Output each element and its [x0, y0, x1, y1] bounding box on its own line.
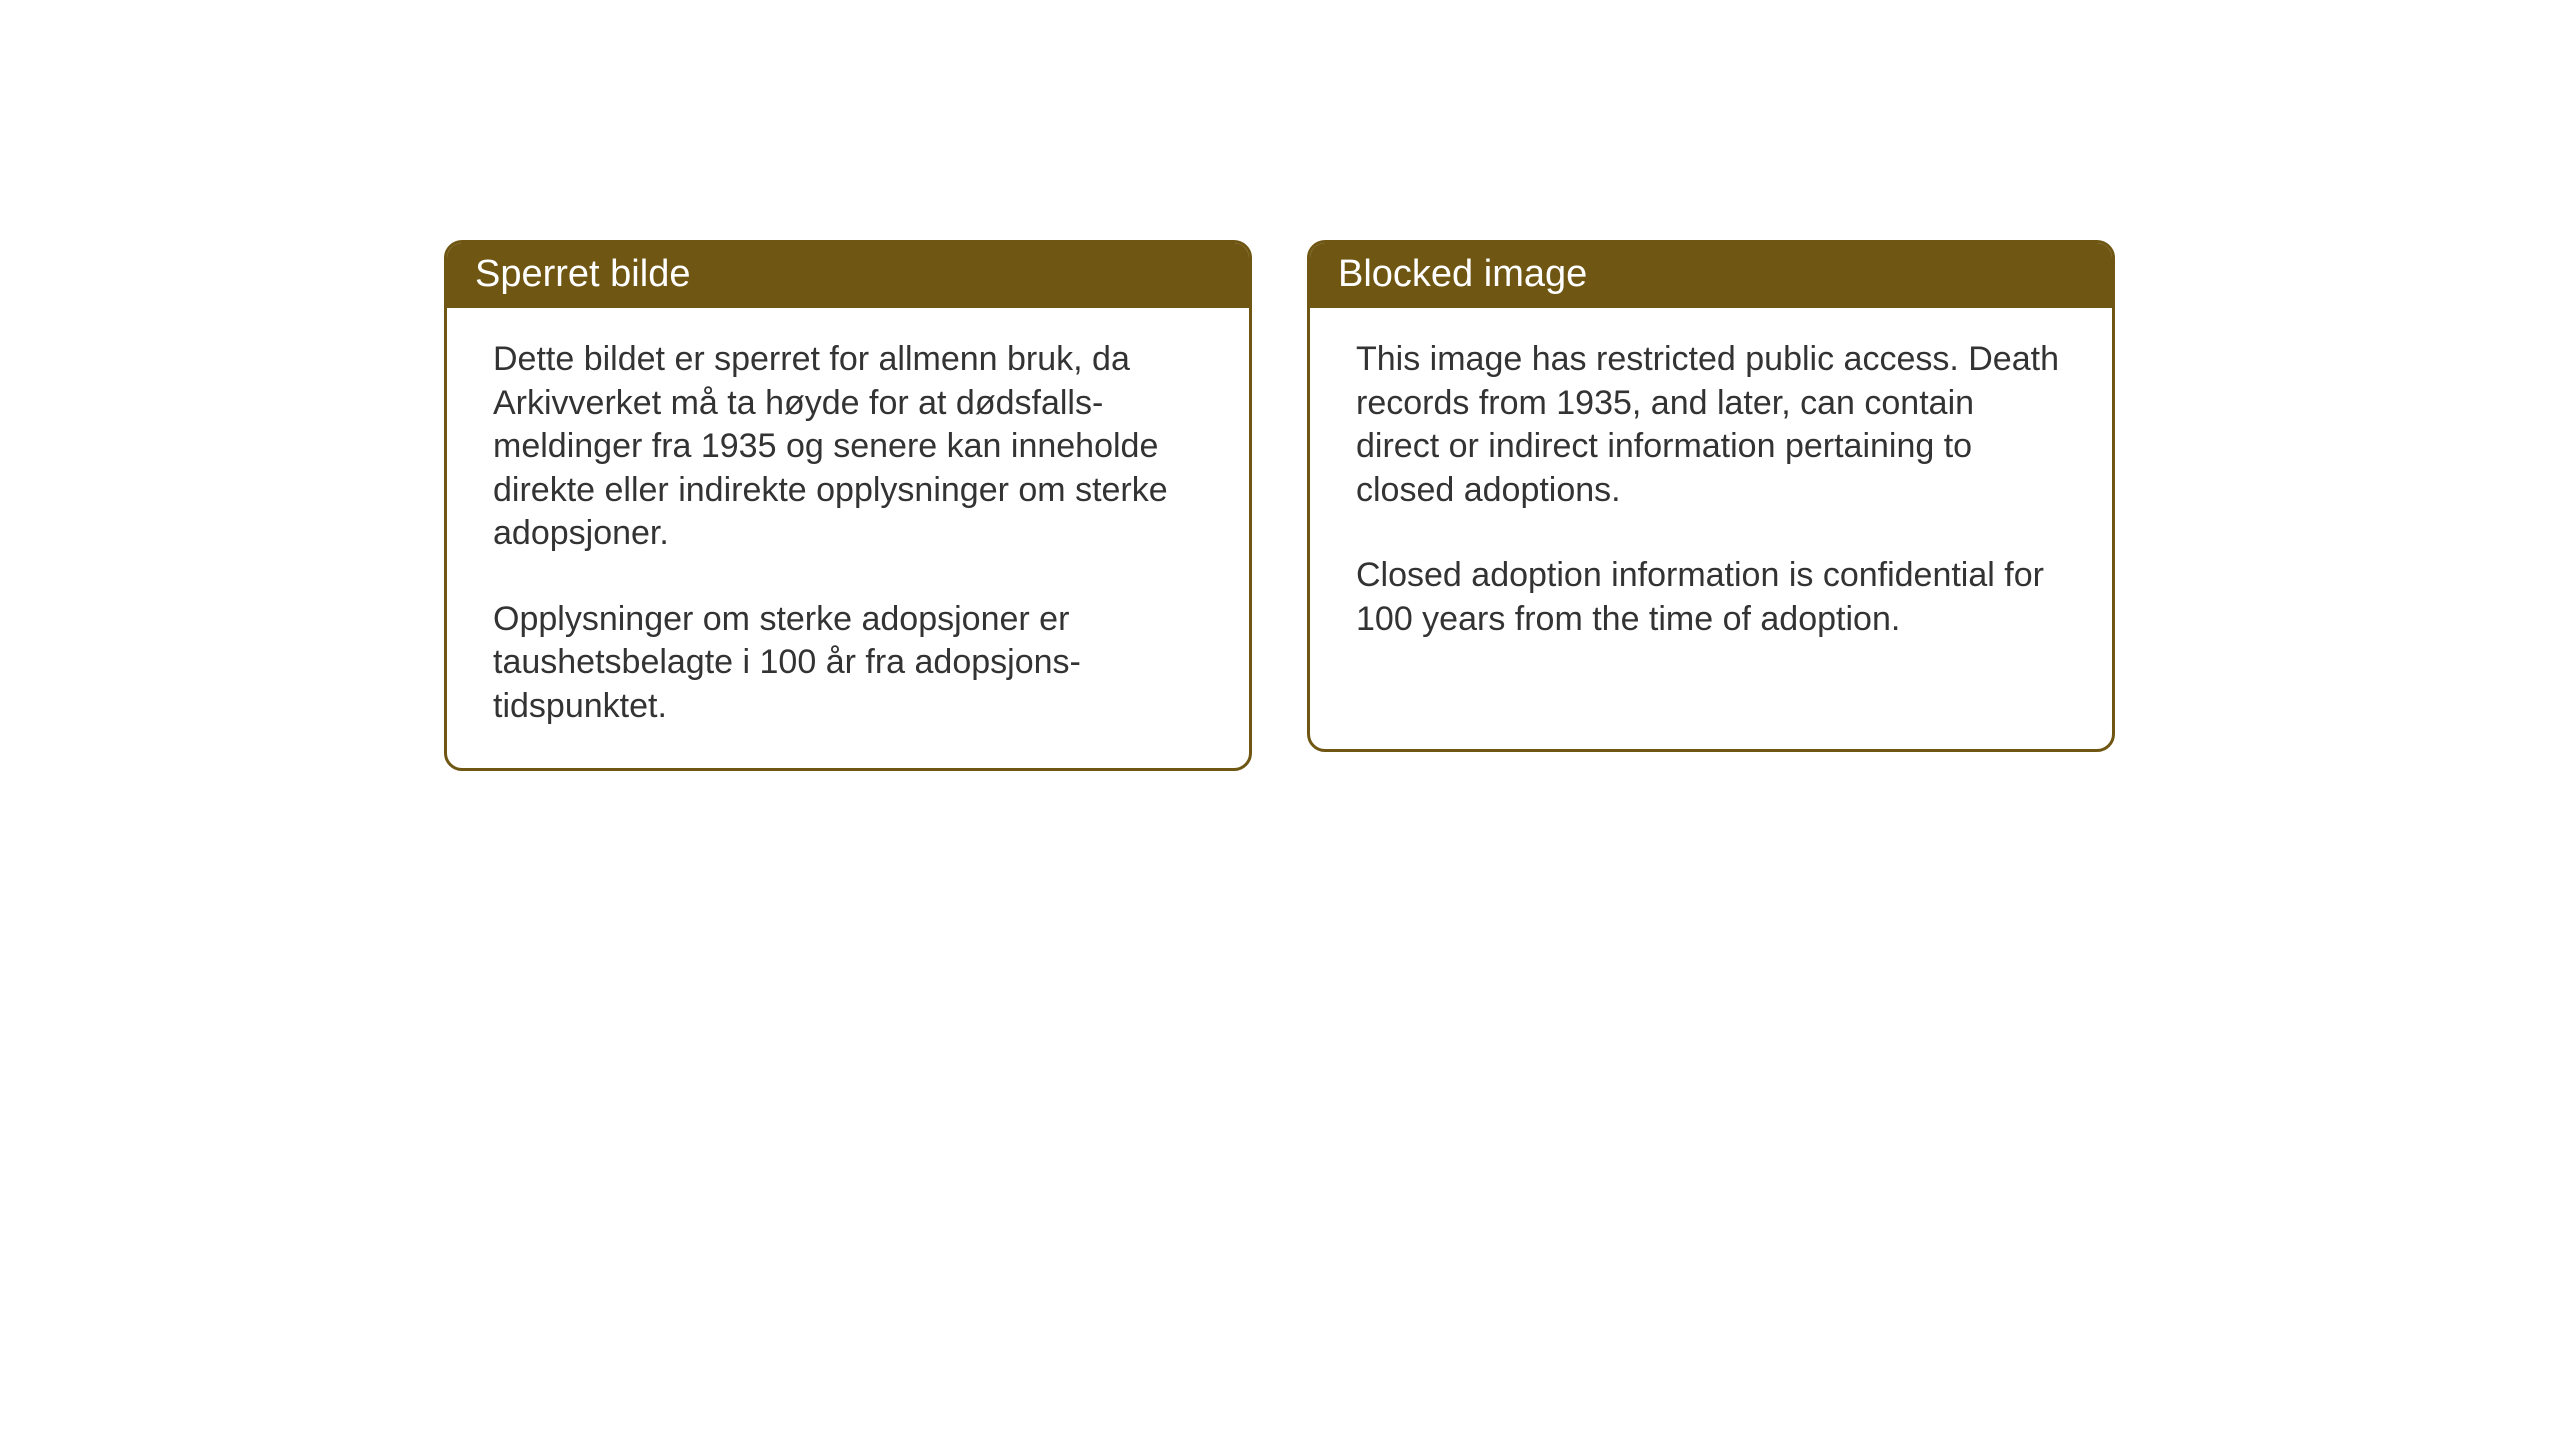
notice-card-norwegian: Sperret bilde Dette bildet er sperret fo… [444, 240, 1252, 771]
notice-header-norwegian: Sperret bilde [447, 243, 1249, 308]
notice-container: Sperret bilde Dette bildet er sperret fo… [444, 240, 2115, 771]
notice-header-english: Blocked image [1310, 243, 2112, 308]
notice-paragraph-2-english: Closed adoption information is confident… [1356, 554, 2066, 641]
notice-paragraph-1-norwegian: Dette bildet er sperret for allmenn bruk… [493, 338, 1203, 556]
notice-title-norwegian: Sperret bilde [475, 253, 690, 295]
notice-title-english: Blocked image [1338, 253, 1587, 295]
notice-card-english: Blocked image This image has restricted … [1307, 240, 2115, 752]
notice-paragraph-2-norwegian: Opplysninger om sterke adopsjoner er tau… [493, 598, 1203, 729]
notice-paragraph-1-english: This image has restricted public access.… [1356, 338, 2066, 512]
notice-body-norwegian: Dette bildet er sperret for allmenn bruk… [447, 308, 1249, 768]
notice-body-english: This image has restricted public access.… [1310, 308, 2112, 681]
